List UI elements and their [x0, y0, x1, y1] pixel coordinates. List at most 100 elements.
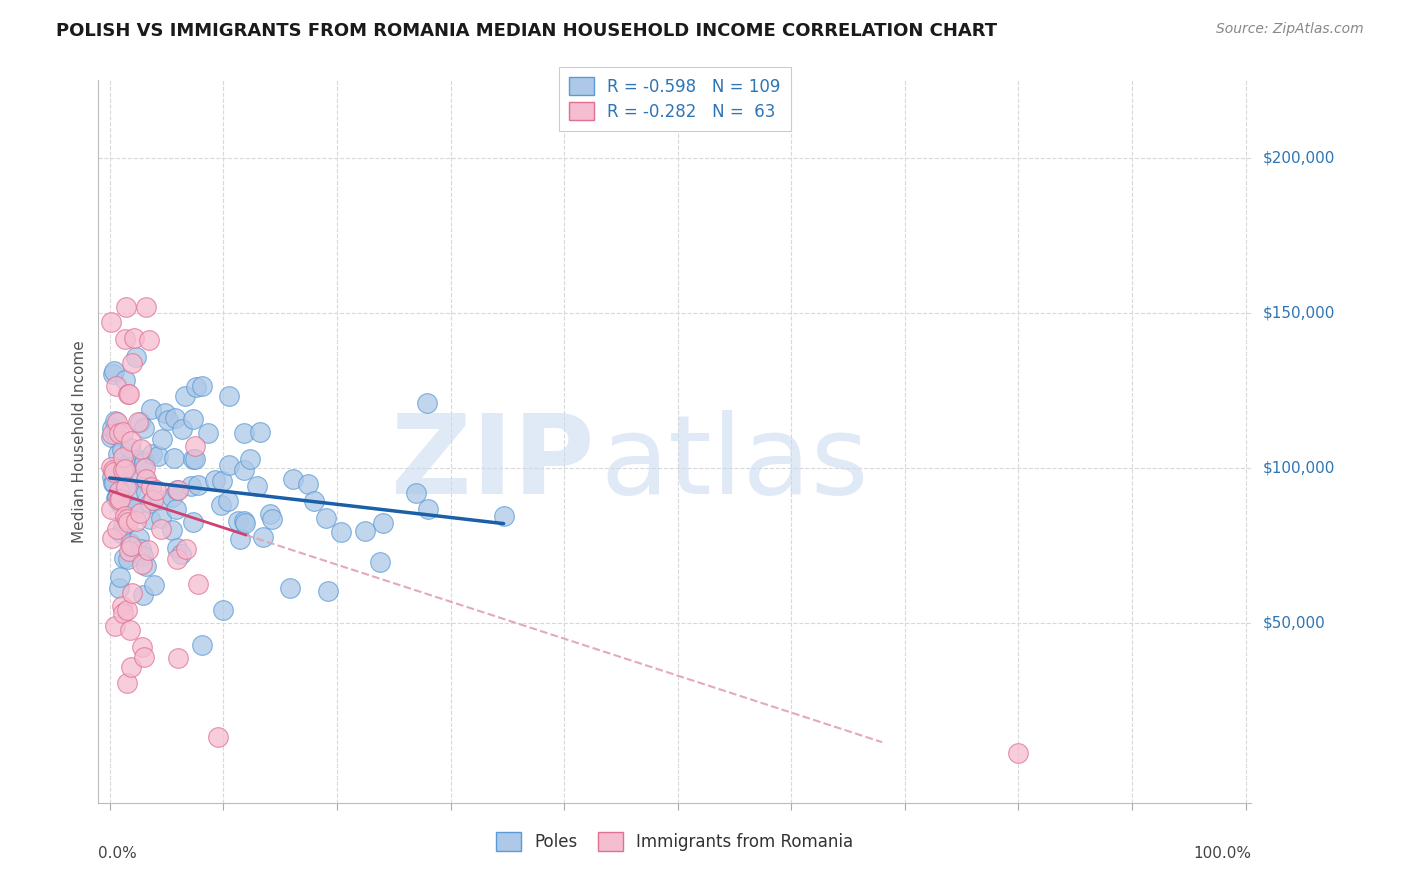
Point — [160, 490, 183, 504]
Point — [184, 379, 207, 393]
Point — [174, 541, 197, 556]
Point — [129, 541, 152, 556]
Point — [105, 491, 128, 505]
Point — [135, 558, 157, 573]
Point — [160, 523, 183, 537]
Point — [139, 512, 162, 526]
Point — [118, 623, 141, 637]
Point — [101, 475, 124, 490]
Point — [232, 514, 254, 528]
Point — [131, 557, 153, 571]
Point — [170, 422, 193, 436]
Point — [173, 389, 195, 403]
Point — [187, 477, 209, 491]
Point — [104, 428, 127, 442]
Point — [114, 372, 136, 386]
Point — [129, 442, 152, 456]
Point — [117, 498, 139, 512]
Point — [107, 484, 129, 499]
Point — [141, 446, 163, 460]
Point — [226, 514, 249, 528]
Point — [111, 450, 134, 464]
Point — [1007, 746, 1029, 760]
Point — [209, 498, 232, 512]
Point — [297, 477, 319, 491]
Point — [132, 588, 155, 602]
Point — [416, 396, 439, 410]
Point — [150, 511, 173, 525]
Point — [120, 434, 142, 449]
Point — [115, 512, 138, 526]
Point — [281, 473, 304, 487]
Point — [117, 552, 139, 566]
Point — [117, 515, 139, 529]
Point — [108, 581, 131, 595]
Text: atlas: atlas — [600, 409, 869, 516]
Point — [132, 454, 155, 468]
Point — [112, 550, 135, 565]
Point — [105, 491, 128, 505]
Point — [115, 459, 138, 474]
Point — [122, 330, 145, 344]
Point — [117, 457, 139, 471]
Point — [232, 426, 254, 441]
Point — [129, 453, 152, 467]
Point — [132, 549, 155, 563]
Point — [115, 603, 138, 617]
Point — [111, 425, 134, 439]
Point — [110, 498, 132, 512]
Point — [115, 676, 138, 690]
Text: POLISH VS IMMIGRANTS FROM ROMANIA MEDIAN HOUSEHOLD INCOME CORRELATION CHART: POLISH VS IMMIGRANTS FROM ROMANIA MEDIAN… — [56, 22, 997, 40]
Point — [262, 512, 284, 526]
Point — [233, 462, 256, 476]
Text: ZIP: ZIP — [391, 409, 595, 516]
Point — [111, 463, 134, 477]
Point — [280, 581, 302, 595]
Point — [184, 439, 207, 453]
Text: $200,000: $200,000 — [1263, 151, 1334, 165]
Point — [145, 483, 167, 497]
Point — [368, 555, 391, 569]
Point — [112, 519, 135, 533]
Point — [107, 447, 129, 461]
Point — [181, 515, 204, 529]
Text: $150,000: $150,000 — [1263, 305, 1334, 320]
Point — [132, 420, 155, 434]
Text: Source: ZipAtlas.com: Source: ZipAtlas.com — [1216, 22, 1364, 37]
Point — [418, 502, 440, 516]
Legend: Poles, Immigrants from Romania: Poles, Immigrants from Romania — [488, 824, 862, 860]
Point — [246, 479, 269, 493]
Point — [143, 577, 166, 591]
Point — [105, 378, 128, 392]
Text: 0.0%: 0.0% — [98, 847, 138, 861]
Point — [138, 333, 160, 347]
Point — [165, 411, 187, 425]
Point — [316, 584, 339, 599]
Point — [353, 524, 375, 538]
Point — [129, 506, 152, 520]
Point — [249, 425, 271, 440]
Point — [229, 533, 252, 547]
Point — [118, 441, 141, 455]
Point — [118, 543, 141, 558]
Point — [135, 472, 157, 486]
Point — [125, 466, 148, 480]
Point — [238, 452, 260, 467]
Point — [166, 501, 188, 516]
Point — [121, 355, 143, 369]
Point — [166, 541, 188, 555]
Point — [190, 379, 212, 393]
Point — [153, 406, 176, 420]
Point — [100, 315, 122, 329]
Point — [252, 530, 274, 544]
Point — [118, 386, 141, 401]
Point — [118, 535, 141, 549]
Point — [108, 569, 131, 583]
Point — [100, 430, 122, 444]
Point — [197, 426, 219, 441]
Point — [104, 618, 127, 632]
Point — [492, 509, 515, 524]
Point — [135, 485, 157, 500]
Point — [373, 516, 395, 530]
Point — [114, 462, 136, 476]
